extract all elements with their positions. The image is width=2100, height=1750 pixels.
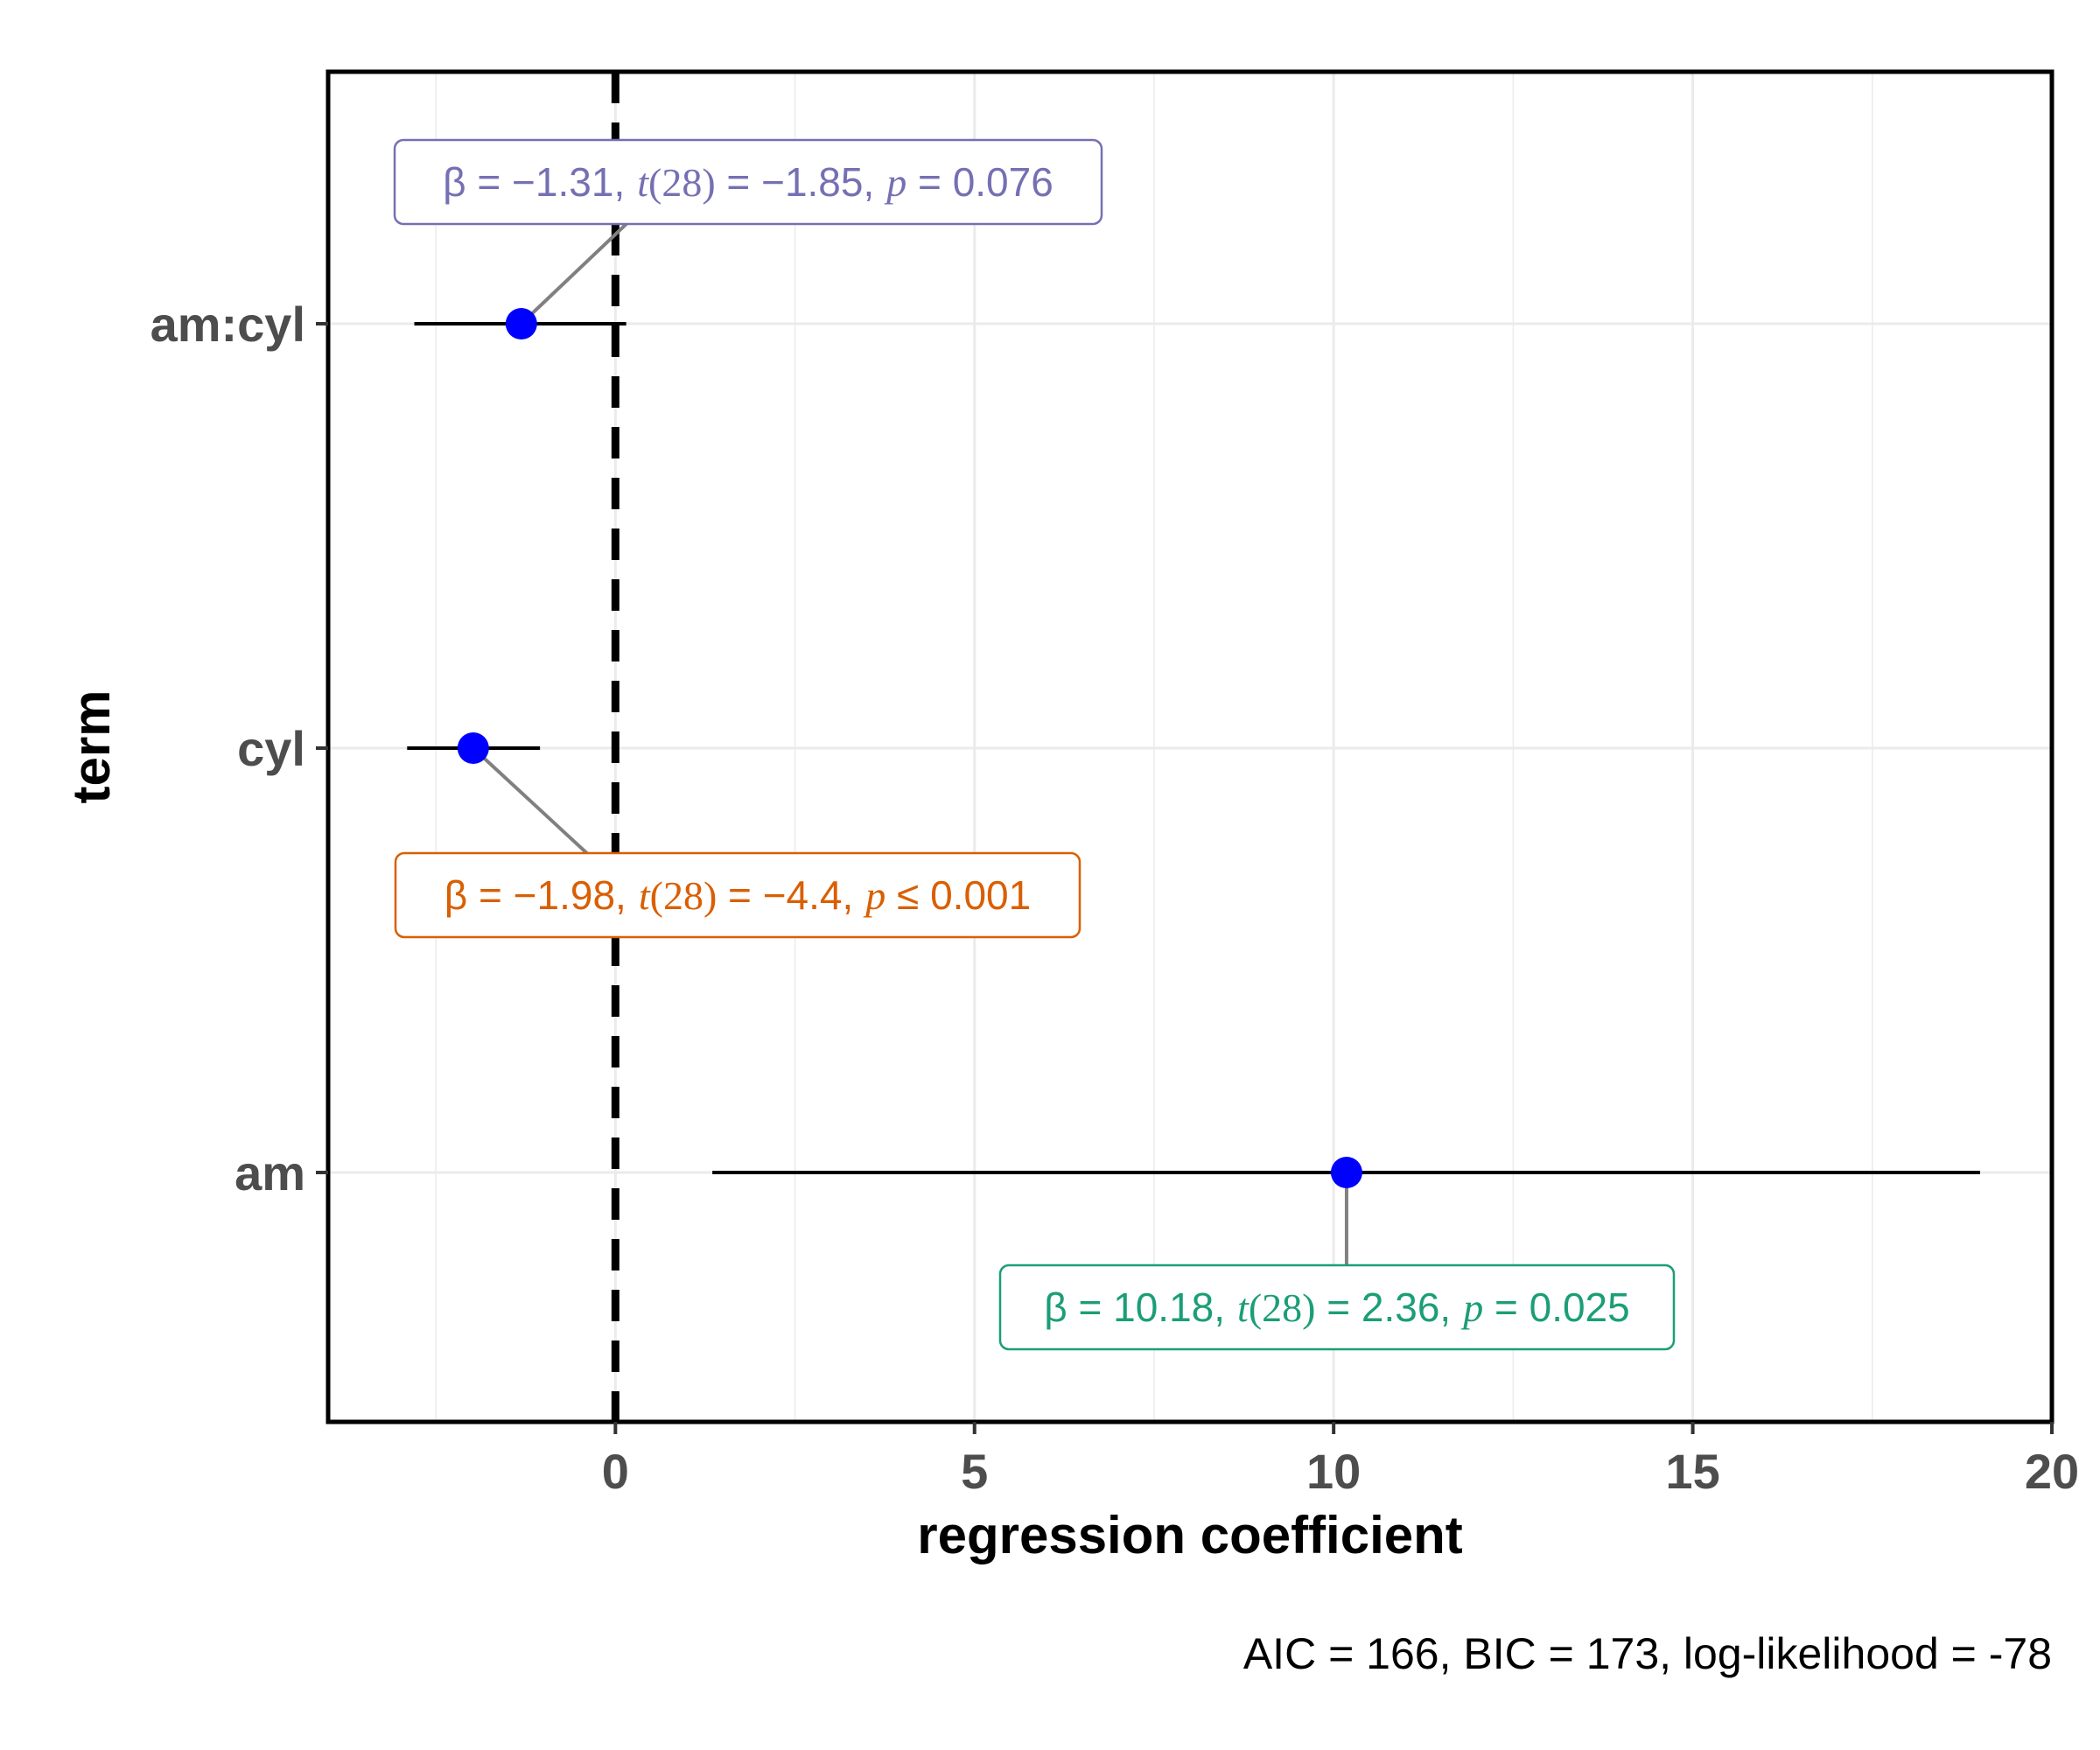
label-t-val: = −4.4, (717, 872, 853, 918)
label-connectors (472, 219, 1348, 1269)
y-axis: am:cyl cyl am (150, 297, 328, 1200)
label-p-val: = 0.076 (906, 159, 1054, 205)
estimate-point-cyl (457, 732, 489, 764)
model-fit-caption: AIC = 166, BIC = 173, log-likelihood = -… (1243, 1629, 2052, 1678)
connector-am-cyl (520, 219, 632, 326)
label-text: β = −1.98, t(28) = −4.4, p ≤ 0.001 (444, 872, 1031, 918)
label-p-sym: p (1460, 1285, 1483, 1330)
label-text: β = −1.31, t(28) = −1.85, p = 0.076 (443, 159, 1054, 205)
label-box (393, 138, 1103, 226)
y-tick-label: cyl (237, 721, 305, 776)
connector-cyl (472, 746, 592, 858)
label-t-sym: t (637, 160, 649, 205)
label-p-val: ≤ 0.001 (886, 872, 1031, 918)
grid-lines (328, 72, 2054, 1422)
label-t-val: = 2.36, (1315, 1284, 1451, 1330)
estimate-point-am (1330, 1157, 1362, 1188)
label-t-val: = −1.85, (716, 159, 875, 205)
x-tick-label: 0 (602, 1444, 629, 1499)
estimate-point-am-cyl (505, 308, 537, 340)
stat-label-cyl: β = −1.98, t(28) = −4.4, p ≤ 0.001 (394, 851, 1082, 939)
stat-label-am-cyl: β = −1.31, t(28) = −1.85, p = 0.076 (393, 138, 1103, 226)
label-p-sym: p (884, 160, 906, 205)
y-axis-title: term (62, 690, 121, 803)
x-tick-label: 5 (961, 1444, 988, 1499)
label-beta: β = −1.98, (444, 872, 626, 918)
label-t-sym: t (1237, 1285, 1250, 1330)
estimate-points (457, 308, 1362, 1188)
label-t-sym: t (639, 873, 651, 918)
label-box (394, 851, 1082, 939)
x-axis: 0 5 10 15 20 (602, 1422, 2079, 1499)
y-tick-label: am:cyl (150, 297, 305, 352)
label-text: β = 10.18, t(28) = 2.36, p = 0.025 (1044, 1284, 1629, 1330)
x-axis-title: regression coefficient (917, 1506, 1463, 1564)
label-t-df: (28) (1249, 1285, 1316, 1330)
label-beta: β = −1.31, (443, 159, 625, 205)
x-tick-label: 10 (1306, 1444, 1361, 1499)
label-t-df: (28) (650, 873, 718, 918)
label-t-df: (28) (648, 160, 716, 205)
label-p-sym: p (863, 873, 886, 918)
y-tick-label: am (234, 1145, 305, 1200)
label-p-val: = 0.025 (1483, 1284, 1630, 1330)
label-box (998, 1264, 1676, 1351)
x-tick-label: 20 (2025, 1444, 2079, 1499)
stat-label-am: β = 10.18, t(28) = 2.36, p = 0.025 (998, 1264, 1676, 1351)
label-beta: β = 10.18, (1044, 1284, 1225, 1330)
x-tick-label: 15 (1665, 1444, 1719, 1499)
